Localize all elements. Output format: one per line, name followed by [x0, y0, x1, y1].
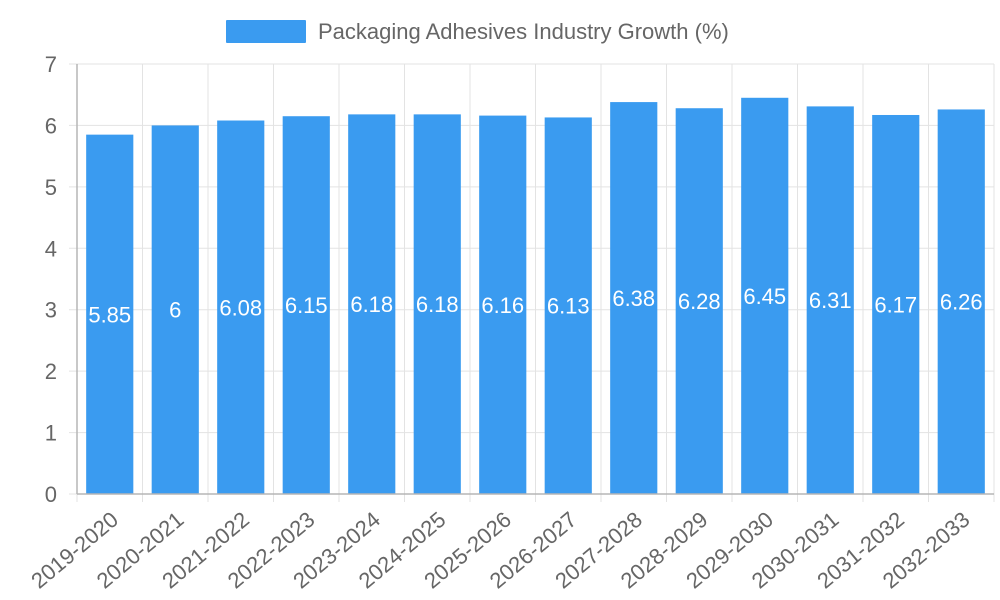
- bar-value-label: 6.28: [678, 289, 721, 314]
- y-tick-label: 3: [45, 298, 57, 323]
- bar-value-label: 6.15: [285, 293, 328, 318]
- bar[interactable]: [217, 120, 265, 494]
- bar[interactable]: [610, 102, 658, 494]
- bar[interactable]: [741, 97, 789, 495]
- bar[interactable]: [348, 114, 396, 494]
- y-tick-label: 2: [45, 359, 57, 384]
- bar-value-label: 6.31: [809, 288, 852, 313]
- bar-value-label: 6.45: [743, 284, 786, 309]
- bar-value-label: 6.13: [547, 294, 590, 319]
- bar-value-label: 6.26: [940, 290, 983, 315]
- legend-label[interactable]: Packaging Adhesives Industry Growth (%): [318, 19, 729, 44]
- bar[interactable]: [937, 109, 985, 494]
- bar-value-label: 6.16: [481, 293, 524, 318]
- bar[interactable]: [675, 108, 723, 494]
- bar[interactable]: [872, 114, 920, 494]
- bar-value-label: 6.18: [416, 292, 459, 317]
- y-tick-label: 4: [45, 236, 57, 261]
- y-tick-label: 7: [45, 52, 57, 77]
- bar-value-label: 6.38: [612, 286, 655, 311]
- bar[interactable]: [806, 106, 854, 494]
- y-tick-label: 1: [45, 421, 57, 446]
- y-tick-label: 6: [45, 113, 57, 138]
- bar-value-label: 6.17: [874, 292, 917, 317]
- bar-value-label: 6.18: [350, 292, 393, 317]
- y-tick-label: 0: [45, 482, 57, 507]
- bar-layer: [86, 97, 985, 495]
- bar[interactable]: [544, 117, 592, 494]
- axis-layer: [76, 64, 994, 495]
- bar[interactable]: [86, 134, 134, 494]
- y-tick-label: 5: [45, 175, 57, 200]
- bar-value-label: 6.08: [219, 295, 262, 320]
- legend-swatch[interactable]: [226, 20, 306, 43]
- grid-layer: [69, 63, 995, 502]
- bar[interactable]: [413, 114, 461, 494]
- bar[interactable]: [151, 125, 199, 494]
- bar-value-label: 5.85: [88, 302, 131, 327]
- legend[interactable]: Packaging Adhesives Industry Growth (%): [226, 19, 729, 44]
- bar[interactable]: [282, 116, 330, 494]
- bar[interactable]: [479, 115, 527, 494]
- bar-value-label: 6: [169, 298, 181, 323]
